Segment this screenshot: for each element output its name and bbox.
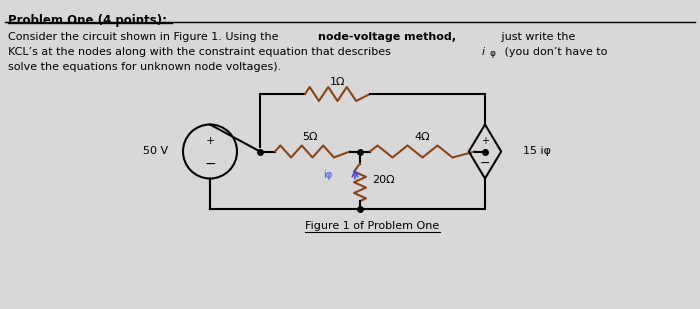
Text: (you don’t have to: (you don’t have to (501, 47, 608, 57)
Text: node-voltage method,: node-voltage method, (318, 32, 456, 42)
Text: 5Ω: 5Ω (302, 133, 318, 142)
Text: KCL’s at the nodes along with the constraint equation that describes: KCL’s at the nodes along with the constr… (8, 47, 394, 57)
Text: +: + (481, 137, 489, 146)
Text: iφ: iφ (323, 170, 332, 180)
Text: φ: φ (489, 49, 496, 58)
Text: +: + (205, 137, 215, 146)
Text: just write the: just write the (498, 32, 575, 42)
Text: Problem One (4 points):: Problem One (4 points): (8, 14, 167, 27)
Text: 1Ω: 1Ω (330, 77, 345, 87)
Text: 15 iφ: 15 iφ (523, 146, 551, 156)
Text: 4Ω: 4Ω (414, 133, 430, 142)
Text: i: i (482, 47, 485, 57)
Text: 20Ω: 20Ω (372, 175, 395, 185)
Text: Figure 1 of Problem One: Figure 1 of Problem One (305, 221, 440, 231)
Text: 50 V: 50 V (143, 146, 168, 156)
Text: −: − (204, 156, 216, 171)
Text: −: − (480, 157, 490, 170)
Text: solve the equations for unknown node voltages).: solve the equations for unknown node vol… (8, 62, 281, 72)
Text: Consider the circuit shown in Figure 1. Using the: Consider the circuit shown in Figure 1. … (8, 32, 282, 42)
